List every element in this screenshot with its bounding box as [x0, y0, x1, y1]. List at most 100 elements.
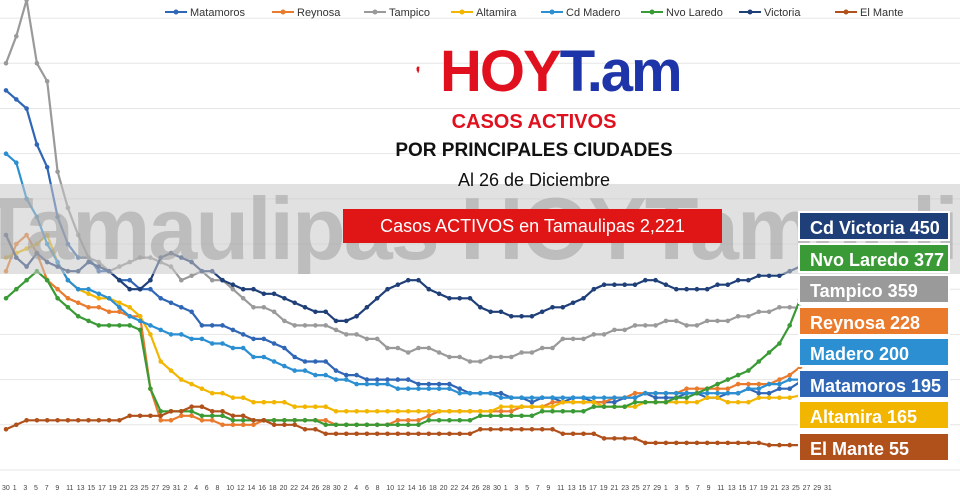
data-point	[498, 413, 504, 419]
x-tick-label: 4	[194, 485, 198, 492]
data-point	[292, 368, 298, 373]
data-point	[581, 399, 586, 405]
data-point	[560, 305, 566, 310]
data-point	[519, 395, 524, 401]
data-point	[395, 409, 401, 414]
data-point	[632, 282, 638, 288]
data-point	[189, 404, 194, 410]
x-tick-label: 31	[173, 485, 181, 492]
data-point	[539, 345, 545, 351]
data-point	[560, 395, 566, 401]
x-tick-label: 6	[365, 485, 369, 492]
data-point	[426, 418, 432, 423]
data-point	[44, 164, 50, 170]
data-point	[220, 277, 225, 283]
data-point	[374, 336, 380, 342]
data-point	[323, 418, 329, 423]
data-point	[426, 413, 432, 419]
data-point	[612, 282, 617, 288]
data-point	[457, 418, 463, 423]
data-point	[632, 399, 638, 405]
data-point	[488, 427, 493, 432]
data-point	[436, 291, 442, 297]
data-point	[715, 282, 720, 288]
data-point	[663, 440, 669, 446]
data-point	[766, 381, 772, 387]
x-tick-label: 17	[749, 485, 757, 492]
data-point	[663, 318, 669, 324]
data-point	[354, 431, 359, 437]
x-tick-label: 21	[771, 485, 779, 492]
data-point	[725, 386, 731, 392]
x-tick-label: 2	[344, 485, 348, 492]
x-tick-label: 5	[34, 485, 38, 492]
data-point	[632, 390, 638, 396]
data-point	[539, 409, 545, 414]
data-point	[199, 386, 205, 392]
data-point	[127, 305, 132, 310]
data-point	[261, 336, 267, 342]
data-point	[158, 327, 163, 333]
data-point	[478, 427, 483, 432]
data-point	[766, 309, 772, 315]
data-point	[230, 345, 236, 351]
data-point	[333, 368, 339, 373]
x-tick-label: 22	[450, 485, 458, 492]
data-point	[323, 422, 329, 428]
data-point	[3, 427, 9, 432]
legend-item: Matamoros	[165, 7, 246, 19]
x-tick-label: 15	[87, 485, 95, 492]
x-tick-label: 8	[216, 485, 220, 492]
data-point	[55, 418, 60, 423]
data-point	[189, 409, 194, 414]
data-point	[282, 422, 287, 428]
data-point	[137, 314, 143, 319]
data-point	[240, 286, 246, 292]
data-point	[694, 440, 700, 446]
data-point	[323, 359, 329, 364]
city-total-box: Reynosa 228	[798, 305, 950, 336]
x-tick-label: 27	[152, 485, 160, 492]
data-point	[230, 327, 236, 333]
data-point	[529, 413, 535, 419]
x-tick-label: 29	[162, 485, 170, 492]
legend-label: Matamoros	[190, 7, 246, 19]
data-point	[117, 309, 122, 315]
legend-item: Victoria	[739, 7, 801, 19]
legend-label: Victoria	[764, 7, 801, 19]
city-total-box: Nvo Laredo 377	[798, 242, 950, 273]
logo-text-a: HOY	[440, 39, 562, 104]
data-point	[684, 395, 689, 401]
legend-item: El Mante	[835, 7, 903, 19]
data-point	[292, 422, 298, 428]
data-point	[96, 305, 102, 310]
data-point	[612, 399, 617, 405]
data-point	[632, 323, 638, 328]
data-point	[756, 390, 762, 396]
data-point	[261, 418, 267, 423]
data-point	[374, 422, 380, 428]
x-tick-label: 8	[376, 485, 380, 492]
data-point	[601, 404, 607, 410]
data-point	[498, 390, 504, 396]
chart-subtitle: POR PRINCIPALES CIUDADES	[395, 140, 673, 161]
data-point	[643, 399, 648, 405]
data-point	[117, 418, 122, 423]
data-point	[570, 409, 576, 414]
data-point	[694, 323, 700, 328]
data-point	[519, 350, 524, 355]
data-point	[746, 314, 751, 319]
legend-item: Altamira	[451, 7, 517, 19]
legend-marker	[173, 9, 179, 15]
data-point	[746, 277, 751, 283]
data-point	[189, 381, 194, 387]
data-point	[385, 422, 390, 428]
data-point	[323, 323, 329, 328]
data-point	[179, 277, 184, 283]
data-point	[313, 323, 318, 328]
data-point	[13, 97, 19, 102]
data-point	[220, 409, 225, 414]
data-point	[220, 422, 225, 428]
chart-title: CASOS ACTIVOS	[451, 111, 617, 133]
data-point	[240, 422, 246, 428]
